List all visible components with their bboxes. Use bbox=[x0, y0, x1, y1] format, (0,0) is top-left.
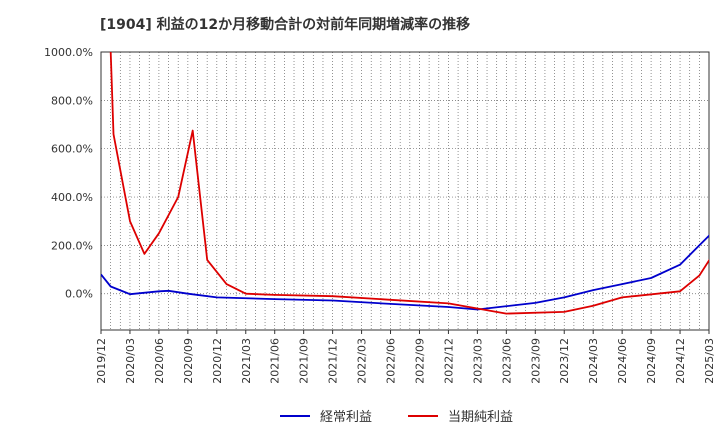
legend-label: 当期純利益 bbox=[448, 410, 513, 425]
x-tick-label: 2020/03 bbox=[124, 338, 137, 384]
x-tick-label: 2024/06 bbox=[616, 338, 629, 384]
x-tick-label: 2021/06 bbox=[269, 338, 282, 384]
x-tick-label: 2019/12 bbox=[95, 338, 108, 384]
x-tick-label: 2023/12 bbox=[558, 338, 571, 384]
x-tick-label: 2023/09 bbox=[529, 338, 542, 384]
x-tick-label: 2022/12 bbox=[442, 338, 455, 384]
x-tick-label: 2024/12 bbox=[674, 338, 687, 384]
x-tick-label: 2023/03 bbox=[471, 338, 484, 384]
x-tick-label: 2024/09 bbox=[645, 338, 658, 384]
x-tick-label: 2023/06 bbox=[500, 338, 513, 384]
series-line-net-income bbox=[109, 52, 709, 315]
x-tick-label: 2021/09 bbox=[298, 338, 311, 384]
y-tick-label: 600.0% bbox=[51, 143, 93, 156]
x-tick-label: 2025/03 bbox=[703, 338, 716, 384]
x-tick-label: 2020/09 bbox=[182, 338, 195, 384]
x-tick-label: 2022/03 bbox=[356, 338, 369, 384]
y-tick-label: 800.0% bbox=[51, 94, 93, 107]
x-tick-label: 2024/03 bbox=[587, 338, 600, 384]
y-tick-label: 0.0% bbox=[65, 288, 93, 301]
y-tick-label: 200.0% bbox=[51, 239, 93, 252]
x-tick-label: 2020/06 bbox=[153, 338, 166, 384]
y-tick-label: 400.0% bbox=[51, 191, 93, 204]
x-tick-label: 2022/09 bbox=[413, 338, 426, 384]
plot-frame bbox=[100, 51, 710, 331]
legend-label: 経常利益 bbox=[320, 410, 372, 425]
x-tick-label: 2020/12 bbox=[211, 338, 224, 384]
x-tick-label: 2021/03 bbox=[240, 338, 253, 384]
x-tick-label: 2021/12 bbox=[327, 338, 340, 384]
series-line-ordinary-profit bbox=[101, 234, 709, 311]
y-tick-label: 1000.0% bbox=[44, 46, 93, 59]
chart-title: [1904] 利益の12か月移動合計の対前年同期増減率の推移 bbox=[100, 17, 471, 33]
x-tick-label: 2022/06 bbox=[385, 338, 398, 384]
